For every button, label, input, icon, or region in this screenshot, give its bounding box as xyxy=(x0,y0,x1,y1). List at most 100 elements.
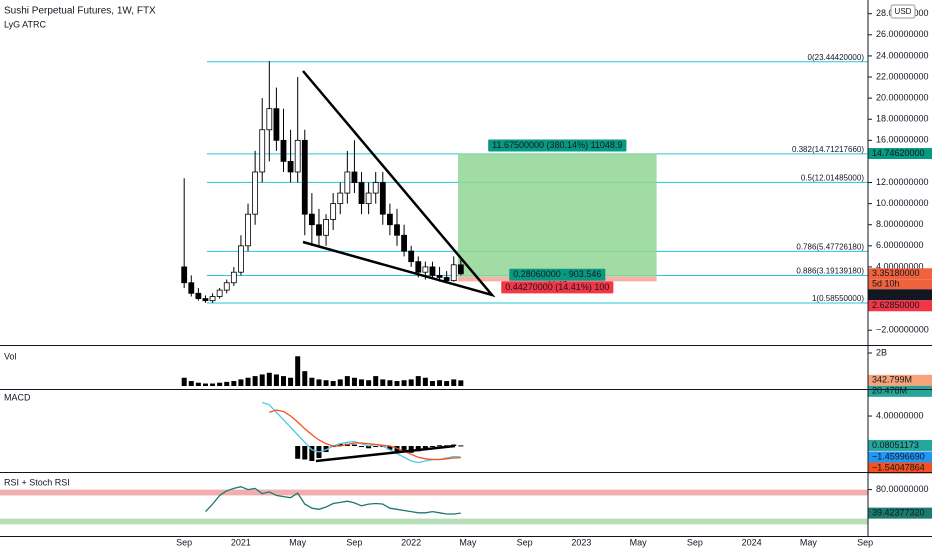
histogram-bar xyxy=(437,445,443,447)
candle-body xyxy=(344,171,351,194)
histogram-bar xyxy=(309,446,315,462)
position-label-bg xyxy=(509,268,606,281)
price-tag-label: 20.478M xyxy=(872,386,907,396)
volume-bar xyxy=(266,372,272,386)
price-tag-label: 342.799M xyxy=(872,375,912,385)
candle-body xyxy=(323,219,329,236)
x-tick-label: May xyxy=(630,537,648,547)
fib-label: 1(0.58550000) xyxy=(812,294,864,303)
candle-body xyxy=(415,261,422,273)
x-tick-label: Sep xyxy=(857,537,873,547)
candle-body xyxy=(273,108,280,141)
candle-body xyxy=(287,161,294,173)
candle-body xyxy=(308,213,315,226)
candle-body xyxy=(358,182,365,205)
y-tick-label: 2B xyxy=(876,347,887,357)
candle-body xyxy=(266,108,273,131)
volume-bar xyxy=(188,381,194,386)
volume-bar xyxy=(202,383,208,386)
pane-title: RSI + Stoch RSI xyxy=(4,477,70,487)
candle-body xyxy=(252,171,259,215)
x-tick-label: 2023 xyxy=(571,537,591,547)
histogram-bar xyxy=(295,446,301,459)
candle-body xyxy=(436,274,443,278)
histogram-bar xyxy=(408,446,414,453)
volume-bar xyxy=(437,380,443,386)
series-line xyxy=(205,486,461,515)
candle-body xyxy=(259,129,266,173)
volume-bar xyxy=(245,377,251,386)
fib-label: 0(23.44420000) xyxy=(808,53,865,62)
price-tag xyxy=(868,268,932,280)
y-tick-label: 6.00000000 xyxy=(876,240,924,250)
histogram-bar xyxy=(373,446,379,448)
price-tag-label: 0.08051173 xyxy=(872,440,919,450)
candle-body xyxy=(280,139,287,162)
volume-bar xyxy=(195,382,201,386)
volume-bar xyxy=(259,374,265,386)
candle-body xyxy=(401,234,407,252)
price-tag xyxy=(868,300,932,312)
y-tick-label: 4.00000000 xyxy=(876,410,924,420)
chart-title: Sushi Perpetual Futures, 1W, FTX xyxy=(4,6,156,17)
price-axis: 28.0000000026.0000000024.0000000022.0000… xyxy=(868,8,932,519)
histogram-bar xyxy=(422,446,428,449)
volume-bar xyxy=(210,383,216,386)
volume-bar xyxy=(295,356,301,386)
x-tick-label: May xyxy=(459,537,477,547)
candle-body xyxy=(372,182,379,194)
fib-label: 0.5(12.01485000) xyxy=(801,173,865,182)
histogram-bar xyxy=(359,446,365,448)
x-tick-label: May xyxy=(289,537,307,547)
indicator-name: LyG ATRC xyxy=(4,19,47,29)
price-tag xyxy=(868,385,932,397)
volume-bar xyxy=(408,379,414,386)
y-tick-label: 20.00000000 xyxy=(876,92,929,102)
volume-bar xyxy=(401,380,407,386)
fib-label: 0.886(3.19139180) xyxy=(796,267,864,276)
y-tick-label: 26.00000000 xyxy=(876,29,929,39)
candle-body xyxy=(450,264,457,282)
candle-body xyxy=(216,289,223,297)
candle-body xyxy=(429,266,436,276)
volume-bar xyxy=(302,371,308,386)
volume-bar xyxy=(458,380,464,386)
y-tick-label: 24.00000000 xyxy=(876,50,929,60)
price-tag xyxy=(868,462,932,474)
candle-body xyxy=(394,224,400,236)
volume-bar xyxy=(181,377,187,386)
y-tick-label: 16.00000000 xyxy=(876,135,929,145)
currency-badge[interactable] xyxy=(890,4,916,19)
volume-bar xyxy=(415,376,421,386)
volume-bar xyxy=(373,376,379,386)
volume-bar xyxy=(217,382,223,386)
candle-body xyxy=(457,264,464,275)
volume-bar xyxy=(238,379,244,386)
volume-bar xyxy=(330,381,336,386)
histogram-bar xyxy=(401,446,407,453)
fib-label: 0.786(5.47726180) xyxy=(796,242,864,251)
candle-body xyxy=(422,266,429,273)
y-tick-label: 12.00000000 xyxy=(876,177,929,187)
y-tick-label: 4.00000000 xyxy=(876,261,924,271)
wedge-drawing xyxy=(302,70,496,298)
price-tag-label: 39.42377320 xyxy=(872,508,925,518)
candle-body xyxy=(245,213,251,247)
y-tick-label: 8.00000000 xyxy=(876,219,924,229)
price-tag-label: 3.07120000 xyxy=(872,289,920,299)
candle-body xyxy=(337,192,344,205)
x-tick-label: Sep xyxy=(687,537,703,547)
candle-body xyxy=(330,203,337,220)
volume-bar xyxy=(224,381,230,386)
volume-bar xyxy=(351,377,357,386)
x-tick-label: Sep xyxy=(517,537,533,547)
histogram-bar xyxy=(387,446,393,450)
volume-bar xyxy=(387,380,393,386)
position-label-bg xyxy=(501,281,614,294)
histogram-bar xyxy=(337,443,343,447)
currency-label: USD xyxy=(895,7,912,16)
candle-body xyxy=(209,296,216,302)
price-tag xyxy=(868,507,932,519)
volume-bar xyxy=(394,381,400,386)
